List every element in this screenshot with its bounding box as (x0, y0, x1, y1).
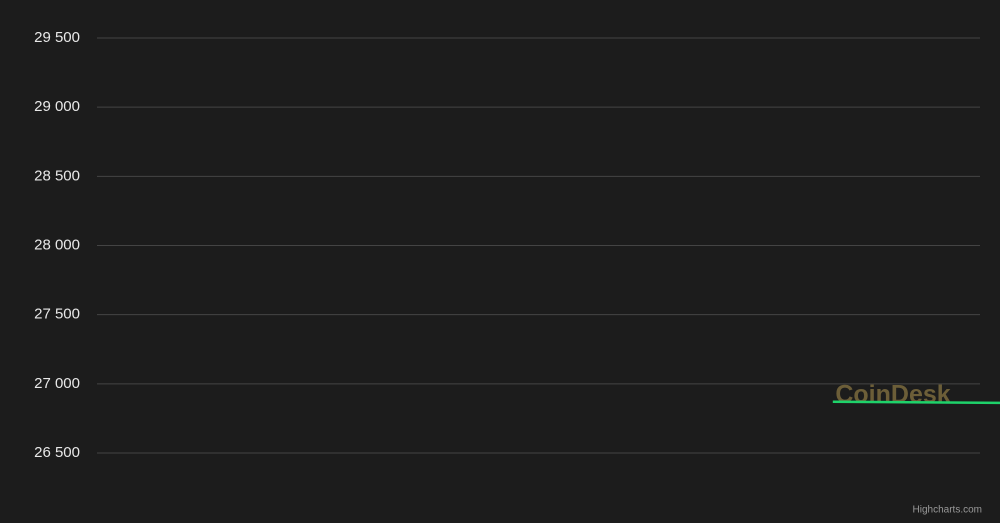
y-tick-label: 28 500 (34, 167, 80, 184)
y-tick-label: 28 000 (34, 236, 80, 253)
y-tick-label: 29 000 (34, 98, 80, 115)
watermark: CoinDesk (835, 381, 950, 409)
price-line (832, 400, 1000, 405)
y-tick-label: 26 500 (34, 444, 80, 461)
y-tick-label: 27 500 (34, 306, 80, 323)
y-tick-label: 29 500 (34, 29, 80, 46)
y-tick-label: 27 000 (34, 375, 80, 392)
credit[interactable]: Highcharts.com (913, 505, 982, 516)
